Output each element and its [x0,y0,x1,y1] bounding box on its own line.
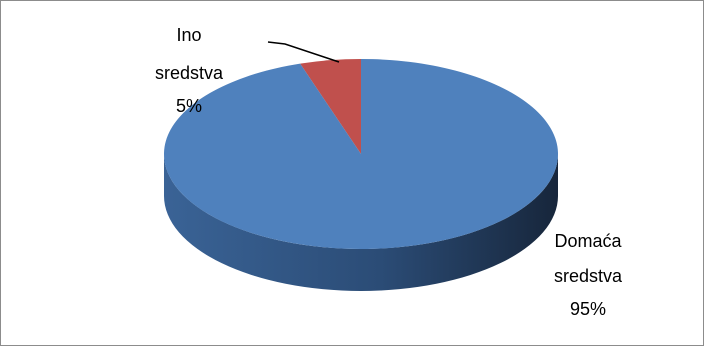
pie-side [164,154,558,291]
data-label-domaca-sredstva: Domaća sredstva 95% [554,231,623,319]
leader-line-ino-sredstva [267,41,340,63]
pie-top [163,59,558,249]
pie-slice-side-domaca-sredstva [164,154,558,291]
pie-labels: Ino sredstva 5% Domaća sredstva 95% [155,25,623,319]
data-label-ino-sredstva: Ino sredstva 5% [155,25,224,116]
pie-slice-top-domaca-sredstva [163,59,558,249]
pie-slice-top-ino-sredstva [300,59,361,154]
